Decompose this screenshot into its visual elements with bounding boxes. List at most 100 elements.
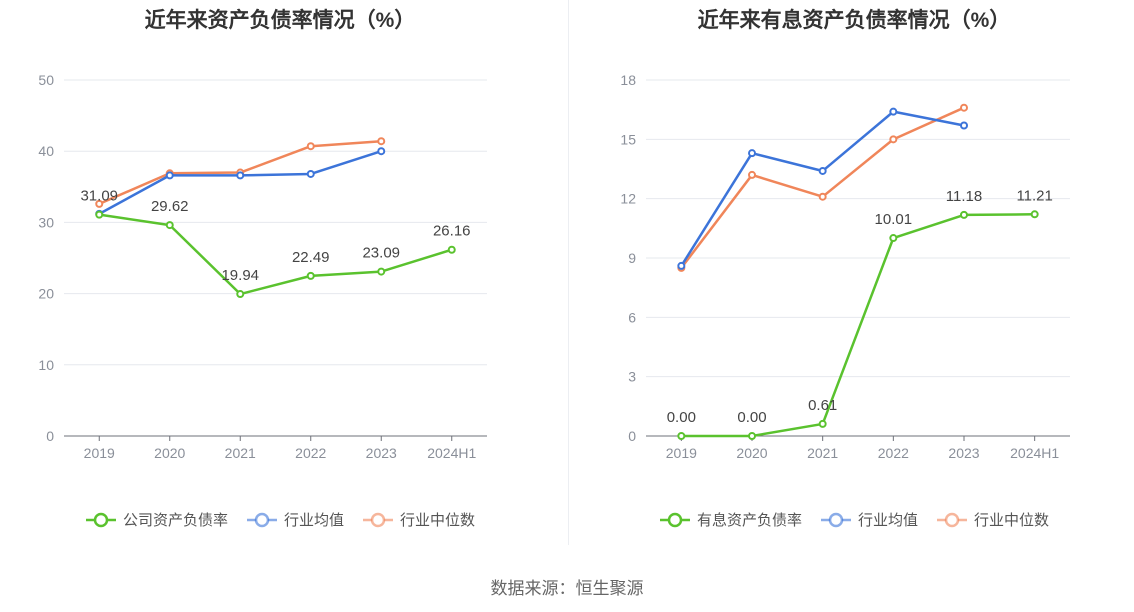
data-point[interactable] [818, 192, 827, 201]
legend-marker-circle [93, 512, 109, 527]
data-point[interactable] [677, 261, 686, 270]
data-source: 数据来源：恒生聚源 [490, 579, 644, 598]
legend-marker-icon [659, 512, 690, 527]
x-tick-label: 2024H1 [427, 445, 476, 461]
legend-item-1[interactable]: 行业均值 [820, 509, 918, 530]
x-tick-label: 2024H1 [1010, 445, 1059, 461]
data-label: 19.94 [221, 267, 259, 284]
legend-marker-circle [370, 512, 386, 527]
data-point[interactable] [165, 221, 174, 230]
data-point[interactable] [818, 419, 827, 428]
x-tick-label: 2020 [154, 445, 185, 461]
data-point[interactable] [236, 171, 245, 180]
legend-marker-circle [254, 512, 270, 527]
data-point[interactable] [377, 137, 386, 146]
data-label: 31.09 [80, 188, 118, 205]
y-tick-label: 50 [38, 72, 54, 88]
y-tick-label: 20 [38, 286, 54, 302]
legend-marker-icon [85, 512, 116, 527]
plot-area-right: 0 3 6 9 12 15 18 2019 2020 2021 2022 2023 2024H1 0.00… [620, 72, 1070, 461]
data-label: 22.49 [292, 249, 330, 266]
data-point[interactable] [889, 135, 898, 144]
data-label: 10.01 [875, 211, 913, 228]
data-point[interactable] [960, 103, 968, 112]
legend-left: 公司资产负债率 行业均值 行业中位数 [0, 509, 560, 530]
series-line-1 [680, 110, 965, 267]
legend-marker-icon [246, 512, 277, 527]
y-tick-label: 3 [628, 369, 636, 385]
legend-marker-circle [828, 512, 844, 527]
data-label: 11.21 [1016, 187, 1052, 204]
data-point[interactable] [377, 147, 386, 156]
legend-item-1[interactable]: 行业均值 [246, 509, 344, 530]
y-tick-label: 15 [620, 131, 636, 147]
y-tick-label: 0 [46, 428, 54, 444]
data-point[interactable] [306, 169, 315, 178]
series-line-2 [680, 106, 965, 269]
legend-label: 行业均值 [857, 512, 918, 529]
y-tick-label: 12 [620, 191, 636, 207]
legend-marker-circle [667, 512, 683, 527]
legend-label: 有息资产负债率 [696, 512, 802, 529]
data-point[interactable] [306, 142, 315, 151]
legend-label: 行业均值 [283, 512, 344, 529]
series-line-0 [681, 213, 1035, 438]
series-line-0 [99, 213, 453, 296]
data-label: 0.00 [737, 409, 766, 426]
x-tick-label: 2019 [84, 445, 115, 461]
x-tick-label: 2019 [666, 445, 697, 461]
data-point[interactable] [889, 107, 898, 116]
data-point[interactable] [236, 290, 245, 299]
data-point[interactable] [748, 149, 756, 158]
x-tick-label: 2021 [807, 445, 838, 461]
legend-marker-icon [937, 512, 967, 527]
y-tick-label: 18 [620, 72, 636, 88]
x-tick-label: 2023 [948, 445, 979, 461]
legend-label: 行业中位数 [400, 512, 476, 529]
data-point[interactable] [818, 166, 827, 175]
data-point[interactable] [960, 121, 968, 130]
y-tick-label: 30 [38, 214, 54, 230]
chart-title-right: 近年来有息资产负债率情况（%） [697, 9, 1011, 32]
legend-item-0[interactable]: 公司资产负债率 [85, 509, 228, 530]
y-tick-label: 9 [628, 250, 636, 266]
legend-item-2[interactable]: 行业中位数 [362, 509, 475, 530]
legend-item-0[interactable]: 有息资产负债率 [659, 509, 802, 530]
panel-divider [568, 0, 569, 545]
y-tick-label: 6 [628, 309, 636, 325]
y-tick-label: 0 [628, 428, 636, 444]
data-point[interactable] [306, 271, 315, 280]
data-point[interactable] [377, 267, 386, 276]
plot-area-left: 0 10 20 30 40 50 2019 2020 2021 2022 2023 2024H1 31.… [38, 72, 487, 461]
x-tick-label: 2022 [878, 445, 909, 461]
series-line-1 [98, 150, 382, 215]
x-tick-label: 2022 [295, 445, 326, 461]
data-label: 26.16 [433, 223, 471, 240]
legend-marker-circle [944, 512, 960, 527]
x-tick-label: 2020 [736, 445, 767, 461]
data-point[interactable] [889, 234, 898, 243]
chart-right: 近年来有息资产负债率情况（%） 0 3 6 9 12 15 18 2019 2020 2021 20… [574, 0, 1134, 560]
data-point[interactable] [447, 245, 456, 254]
data-label: 0.61 [808, 397, 837, 414]
legend-label: 行业中位数 [974, 512, 1050, 529]
chart-title-left: 近年来资产负债率情况（%） [144, 9, 416, 32]
data-point[interactable] [748, 432, 756, 440]
legend-marker-icon [363, 512, 393, 527]
data-point[interactable] [1030, 210, 1039, 219]
data-point[interactable] [95, 210, 104, 219]
legend-item-2[interactable]: 行业中位数 [936, 509, 1049, 530]
x-tick-label: 2023 [366, 445, 397, 461]
data-point[interactable] [960, 210, 968, 219]
data-point[interactable] [677, 432, 686, 440]
y-tick-label: 40 [38, 143, 54, 159]
data-point[interactable] [748, 170, 756, 179]
legend-right: 有息资产负债率 行业均值 行业中位数 [574, 509, 1134, 530]
data-label: 11.18 [946, 188, 982, 205]
data-label: 29.62 [151, 198, 189, 215]
y-tick-label: 10 [38, 357, 54, 373]
legend-label: 公司资产负债率 [122, 512, 228, 529]
data-point[interactable] [165, 171, 174, 180]
data-point[interactable] [95, 199, 104, 208]
chart-left: 近年来资产负债率情况（%） 0 10 20 30 40 50 2019 2020 2021 202… [0, 0, 560, 560]
